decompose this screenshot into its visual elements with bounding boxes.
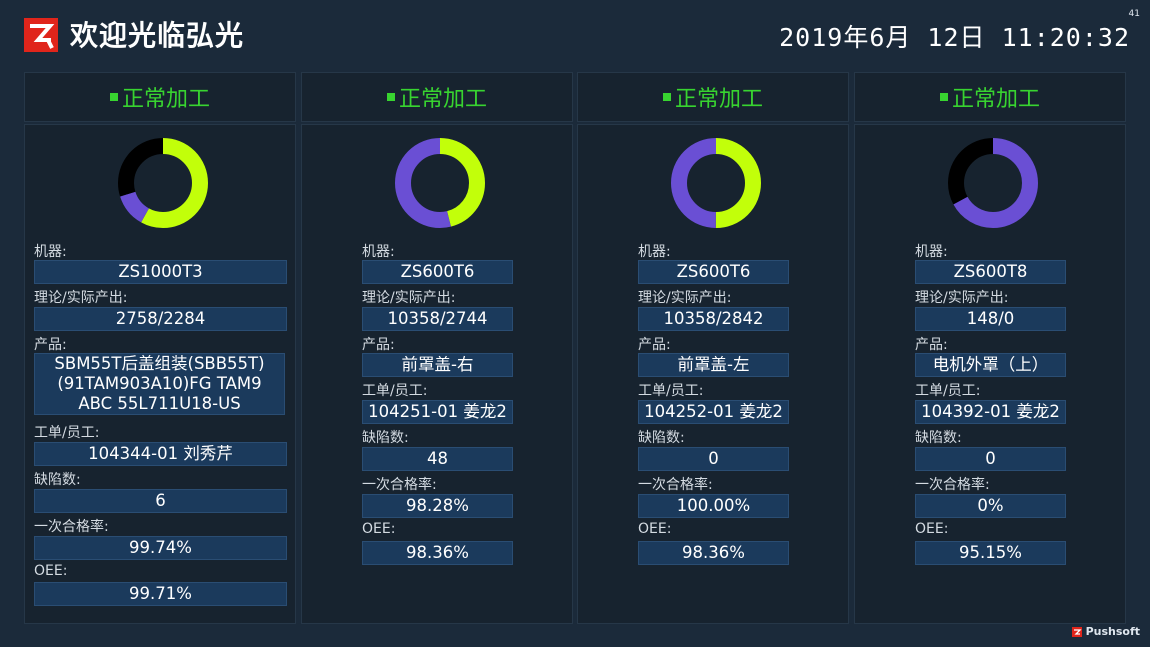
datetime-display: 2019年6月 12日 11:20:32 bbox=[779, 23, 1130, 52]
pass-rate-value: 99.74% bbox=[34, 536, 287, 560]
oee-value: 99.71% bbox=[34, 582, 287, 606]
defects-value: 0 bbox=[638, 447, 789, 471]
product-value: 电机外罩（上） bbox=[915, 353, 1066, 377]
machine-card-2: 机器: ZS600T6 理论/实际产出: 10358/2744 产品: 前罩盖-… bbox=[301, 124, 573, 624]
machine-value: ZS600T6 bbox=[362, 260, 513, 284]
order-value: 104344-01 刘秀芹 bbox=[34, 442, 287, 466]
pass-rate-value: 0% bbox=[915, 494, 1066, 518]
output-label: 理论/实际产出: bbox=[638, 290, 732, 306]
order-value: 104252-01 姜龙2 bbox=[638, 400, 789, 424]
product-value: SBM55T后盖组装(SBB55T)(91TAM903A10)FG TAM9 A… bbox=[34, 353, 285, 415]
machine-label: 机器: bbox=[34, 244, 67, 260]
header-bar: 欢迎光临弘光 2019年6月 12日 11:20:32 41 bbox=[0, 0, 1150, 70]
status-indicator-icon bbox=[386, 93, 395, 101]
machine-label: 机器: bbox=[638, 244, 671, 260]
defects-label: 缺陷数: bbox=[915, 430, 962, 446]
machine-card-4: 机器: ZS600T8 理论/实际产出: 148/0 产品: 电机外罩（上） 工… bbox=[854, 124, 1126, 624]
output-label: 理论/实际产出: bbox=[34, 290, 128, 306]
order-label: 工单/员工: bbox=[915, 383, 981, 399]
product-value: 前罩盖-右 bbox=[362, 353, 513, 377]
product-label: 产品: bbox=[915, 337, 948, 353]
machine-value: ZS600T6 bbox=[638, 260, 789, 284]
pass-rate-label: 一次合格率: bbox=[34, 519, 109, 535]
card-1-status-header: 正常加工 bbox=[24, 72, 296, 122]
oee-label: OEE: bbox=[34, 563, 68, 579]
card-4-status-header: 正常加工 bbox=[854, 72, 1126, 122]
oee-label: OEE: bbox=[638, 521, 672, 537]
product-value: 前罩盖-左 bbox=[638, 353, 789, 377]
status-indicator-icon bbox=[662, 93, 671, 101]
output-value: 10358/2744 bbox=[362, 307, 513, 331]
defects-value: 48 bbox=[362, 447, 513, 471]
machine-card-1: 机器: ZS1000T3 理论/实际产出: 2758/2284 产品: SBM5… bbox=[24, 124, 296, 624]
donut-segment-purple bbox=[395, 138, 485, 228]
order-label: 工单/员工: bbox=[638, 383, 704, 399]
oee-value: 98.36% bbox=[362, 541, 513, 565]
status-indicator-icon bbox=[109, 93, 118, 101]
order-label: 工单/员工: bbox=[362, 383, 428, 399]
product-label: 产品: bbox=[638, 337, 671, 353]
machine-value: ZS600T8 bbox=[915, 260, 1066, 284]
card-2-status-header: 正常加工 bbox=[301, 72, 573, 122]
oee-value: 98.36% bbox=[638, 541, 789, 565]
donut-chart bbox=[395, 138, 485, 228]
machine-label: 机器: bbox=[362, 244, 395, 260]
page-title: 欢迎光临弘光 bbox=[70, 19, 245, 52]
machine-card-3: 机器: ZS600T6 理论/实际产出: 10358/2842 产品: 前罩盖-… bbox=[577, 124, 849, 624]
pass-rate-value: 98.28% bbox=[362, 494, 513, 518]
donut-chart bbox=[118, 138, 208, 228]
status-text: 正常加工 bbox=[674, 87, 763, 112]
pass-rate-value: 100.00% bbox=[638, 494, 789, 518]
donut-segment-purple bbox=[671, 138, 761, 228]
defects-label: 缺陷数: bbox=[638, 430, 685, 446]
product-label: 产品: bbox=[34, 337, 67, 353]
order-label: 工单/员工: bbox=[34, 425, 100, 441]
output-value: 148/0 bbox=[915, 307, 1066, 331]
status-text: 正常加工 bbox=[951, 87, 1040, 112]
output-label: 理论/实际产出: bbox=[362, 290, 456, 306]
donut-chart bbox=[948, 138, 1038, 228]
brand-name: Pushsoft bbox=[1085, 625, 1140, 638]
donut-segment-black bbox=[118, 138, 208, 228]
card-3-status-header: 正常加工 bbox=[577, 72, 849, 122]
status-text: 正常加工 bbox=[398, 87, 487, 112]
order-value: 104392-01 姜龙2 bbox=[915, 400, 1066, 424]
defects-value: 6 bbox=[34, 489, 287, 513]
output-label: 理论/实际产出: bbox=[915, 290, 1009, 306]
donut-chart bbox=[671, 138, 761, 228]
machine-value: ZS1000T3 bbox=[34, 260, 287, 284]
machine-label: 机器: bbox=[915, 244, 948, 260]
order-value: 104251-01 姜龙2 bbox=[362, 400, 513, 424]
defects-value: 0 bbox=[915, 447, 1066, 471]
pass-rate-label: 一次合格率: bbox=[362, 477, 437, 493]
output-value: 10358/2842 bbox=[638, 307, 789, 331]
company-logo-icon bbox=[24, 18, 58, 52]
pass-rate-label: 一次合格率: bbox=[915, 477, 990, 493]
output-value: 2758/2284 bbox=[34, 307, 287, 331]
defects-label: 缺陷数: bbox=[362, 430, 409, 446]
donut-segment-black bbox=[948, 138, 1038, 228]
page-number: 41 bbox=[1128, 9, 1140, 19]
oee-value: 95.15% bbox=[915, 541, 1066, 565]
product-label: 产品: bbox=[362, 337, 395, 353]
defects-label: 缺陷数: bbox=[34, 472, 81, 488]
pass-rate-label: 一次合格率: bbox=[638, 477, 713, 493]
oee-label: OEE: bbox=[915, 521, 949, 537]
pushsoft-logo-icon bbox=[1071, 626, 1082, 637]
status-indicator-icon bbox=[939, 93, 948, 101]
status-text: 正常加工 bbox=[121, 87, 210, 112]
brand-footer: Pushsoft bbox=[1071, 625, 1140, 638]
oee-label: OEE: bbox=[362, 521, 396, 537]
